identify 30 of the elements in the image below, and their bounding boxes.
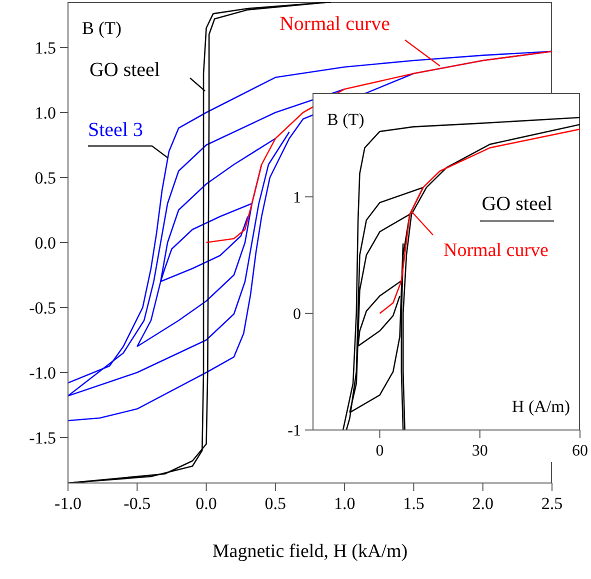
- series-label: Normal curve: [444, 240, 548, 261]
- y-tick-label: 1.5: [34, 38, 56, 58]
- x-tick-label: 0.0: [196, 494, 217, 514]
- x-tick-label: -0.5: [124, 494, 151, 514]
- text: GO steel: [89, 59, 160, 81]
- y-tick-label: 1.0: [34, 104, 56, 123]
- x-tick-label: 0.5: [264, 494, 286, 514]
- y-tick-label: -1.5: [29, 428, 56, 448]
- x-tick-label: 30: [472, 442, 488, 460]
- x-tick-label: 0: [376, 442, 384, 460]
- text: GO steel: [482, 193, 553, 215]
- y-tick-label: -1.0: [29, 364, 56, 383]
- y-tick-label: -0.5: [29, 298, 56, 318]
- y-tick-label: 1: [293, 189, 301, 206]
- x-tick-label: -1.0: [54, 494, 82, 514]
- x-tick-label: 1.5: [403, 494, 424, 514]
- x-axis-title: H (A/m): [512, 397, 570, 416]
- x-tick-label: 60: [572, 442, 588, 460]
- x-tick-label: 1.0: [334, 494, 356, 514]
- x-tick-label: 2.5: [541, 494, 563, 514]
- y-axis-title: B (T): [82, 18, 122, 38]
- y-axis-title: B (T): [327, 110, 364, 129]
- y-tick-label: 0: [293, 306, 301, 324]
- y-tick-label: 0.0: [34, 234, 56, 253]
- series-label: Steel 3: [88, 119, 143, 141]
- y-tick-label: -1: [288, 422, 301, 440]
- y-tick-label: 0.5: [34, 168, 56, 188]
- x-tick-label: 2.0: [472, 494, 494, 514]
- text: Normal curve: [279, 13, 390, 35]
- x-axis-title: Magnetic field, H (kA/m): [212, 541, 408, 562]
